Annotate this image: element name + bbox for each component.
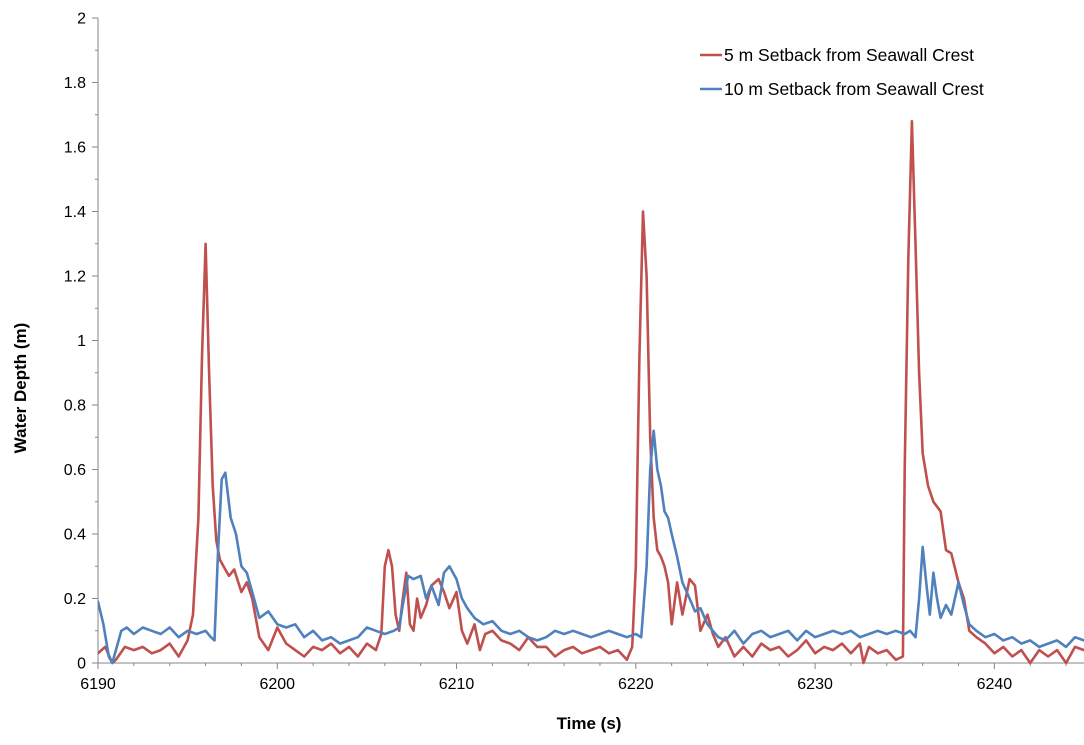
x-tick-label: 6240 bbox=[977, 676, 1013, 693]
legend: 5 m Setback from Seawall Crest 10 m Setba… bbox=[700, 45, 984, 99]
x-tick-label: 6220 bbox=[618, 676, 654, 693]
y-tick-label: 1.4 bbox=[64, 204, 86, 221]
y-tick-label: 1.8 bbox=[64, 75, 86, 92]
y-tick-label: 1 bbox=[77, 333, 86, 350]
series-line-2 bbox=[98, 429, 1084, 665]
x-axis-title: Time (s) bbox=[557, 714, 622, 733]
y-tick-label: 0.2 bbox=[64, 591, 86, 608]
y-tick-label: 0 bbox=[77, 656, 86, 673]
x-tick-label: 6200 bbox=[259, 676, 295, 693]
y-axis-title: Water Depth (m) bbox=[11, 323, 30, 454]
x-tick-label: 6190 bbox=[80, 676, 116, 693]
series-line-1 bbox=[98, 119, 1084, 665]
y-tick-label: 0.4 bbox=[64, 527, 86, 544]
plot-area: 0 0.2 0.4 0.6 0.8 1 1.2 1.4 1.6 1.8 2 6190 6200 6210 6… bbox=[64, 11, 1084, 693]
legend-label-1: 5 m Setback from Seawall Crest bbox=[724, 45, 974, 65]
y-tick-label: 0.8 bbox=[64, 398, 86, 415]
y-tick-label: 1.2 bbox=[64, 269, 86, 286]
y-tick-label: 1.6 bbox=[64, 140, 86, 157]
y-axis-title-group: Water Depth (m) bbox=[11, 323, 30, 454]
y-tick-label: 0.6 bbox=[64, 462, 86, 479]
x-tick-label: 6210 bbox=[439, 676, 475, 693]
y-tick-label: 2 bbox=[77, 11, 86, 28]
legend-label-2: 10 m Setback from Seawall Crest bbox=[724, 79, 984, 99]
x-tick-label: 6230 bbox=[797, 676, 833, 693]
